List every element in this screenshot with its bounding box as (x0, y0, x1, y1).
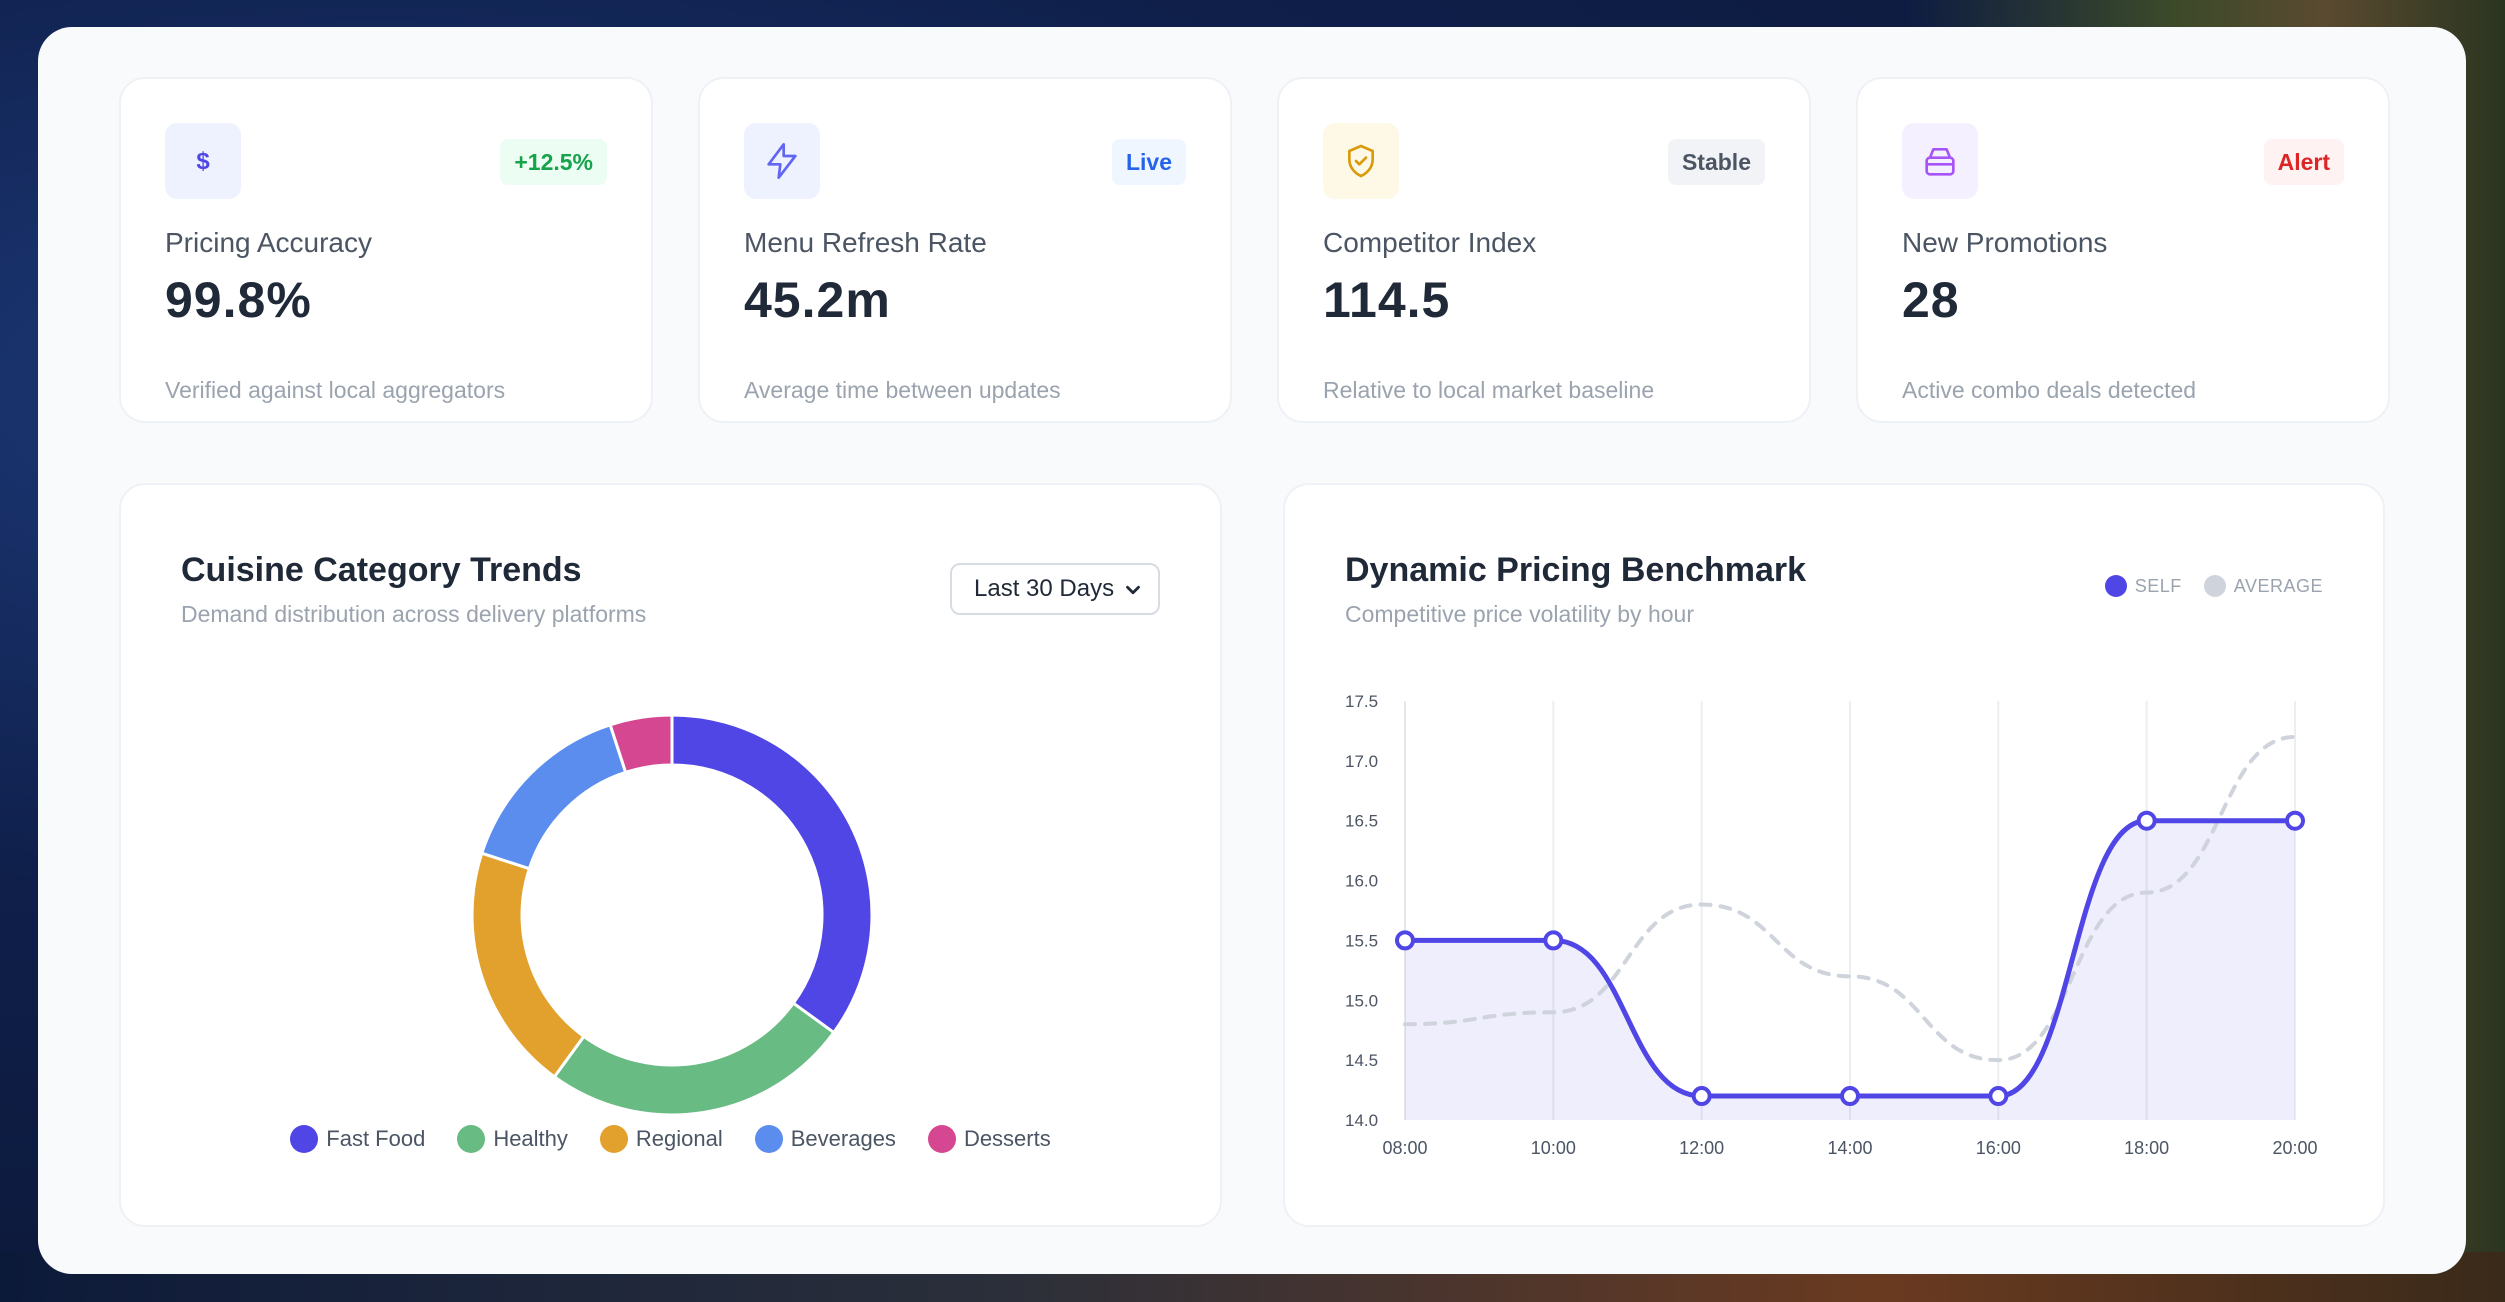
y-tick-label: 15.0 (1345, 991, 1378, 1010)
stat-label: Competitor Index (1323, 227, 1537, 258)
legend-label: Beverages (790, 1126, 896, 1151)
legend-item-average[interactable]: AVERAGE (2203, 575, 2323, 597)
donut-slice-healthy[interactable] (552, 1001, 836, 1117)
stat-card-menu-refresh-rate: Live Menu Refresh Rate 45.2m Average tim… (698, 77, 1232, 423)
stat-description: Relative to local market baseline (1323, 377, 1655, 403)
stat-label: New Promotions (1902, 227, 2108, 258)
stat-value: 45.2m (744, 272, 891, 328)
donut-legend: Fast Food Healthy Regional Beverages Dessert… (121, 1125, 1220, 1153)
stat-value: 28 (1902, 272, 1960, 328)
donut-chart (470, 713, 874, 1117)
stat-badge: Live (1111, 139, 1186, 185)
legend-label: Healthy (493, 1126, 568, 1151)
stat-value: 114.5 (1323, 272, 1451, 328)
legend-item[interactable]: Regional (599, 1125, 723, 1153)
legend-label: AVERAGE (2233, 575, 2323, 596)
pricing-benchmark-card: Dynamic Pricing Benchmark Competitive pr… (1283, 483, 2385, 1227)
x-tick-label: 10:00 (1531, 1138, 1576, 1158)
stat-value: 99.8% (165, 272, 312, 328)
donut-slice-beverages[interactable] (479, 722, 628, 871)
x-tick-label: 18:00 (2124, 1138, 2169, 1158)
chart-title: Cuisine Category Trends (181, 551, 582, 589)
self-data-point[interactable] (1395, 930, 1415, 951)
legend-item[interactable]: Fast Food (290, 1125, 425, 1153)
legend-swatch (754, 1125, 783, 1153)
line-chart: 08:00 10:00 12:00 14:00 16:00 18:00 20:00 14.0 1… (1345, 692, 2318, 1158)
chart-subtitle: Competitive price volatility by hour (1345, 601, 1694, 627)
legend-item[interactable]: Beverages (754, 1125, 896, 1153)
stat-badge: Stable (1667, 139, 1765, 185)
y-tick-label: 14.0 (1345, 1111, 1378, 1130)
chart-subtitle: Demand distribution across delivery plat… (181, 601, 647, 627)
stat-badge: +12.5% (500, 139, 607, 185)
dashboard-panel: $ +12.5% Pricing Accuracy 99.8% Verified… (38, 27, 2466, 1274)
legend-label: SELF (2134, 575, 2182, 596)
donut-slice-fast-food[interactable] (670, 713, 874, 1035)
stat-description: Verified against local aggregators (165, 377, 506, 403)
chart-title: Dynamic Pricing Benchmark (1345, 551, 1807, 589)
stat-label: Menu Refresh Rate (744, 227, 987, 258)
legend-swatch (457, 1125, 486, 1153)
svg-text:$: $ (196, 148, 210, 175)
y-tick-label: 14.5 (1345, 1051, 1378, 1070)
date-range-value: Last 30 Days (974, 575, 1115, 602)
dollar-icon: $ (165, 123, 241, 199)
donut-slice-desserts[interactable] (608, 713, 674, 775)
legend-item[interactable]: Healthy (457, 1125, 568, 1153)
date-range-select[interactable]: Last 30 Days (950, 563, 1160, 615)
self-area-fill (1405, 820, 2295, 1120)
self-data-point[interactable] (1691, 1086, 1712, 1107)
self-data-point[interactable] (2136, 810, 2157, 831)
stat-card-pricing-accuracy: $ +12.5% Pricing Accuracy 99.8% Verified… (119, 77, 653, 423)
stat-description: Active combo deals detected (1902, 377, 2197, 403)
stat-badge: Alert (2263, 139, 2344, 185)
x-tick-label: 12:00 (1679, 1138, 1724, 1158)
y-tick-label: 17.0 (1345, 752, 1378, 771)
legend-label: Regional (635, 1126, 723, 1151)
self-data-point[interactable] (1840, 1086, 1860, 1107)
x-tick-label: 14:00 (1827, 1138, 1872, 1158)
legend-swatch (2203, 575, 2226, 597)
stat-card-new-promotions: Alert New Promotions 28 Active combo dea… (1856, 77, 2390, 423)
archive-box-icon (1902, 123, 1978, 199)
self-data-point[interactable] (1543, 930, 1564, 951)
cuisine-trends-card: Cuisine Category Trends Demand distribut… (119, 483, 1222, 1227)
stat-label: Pricing Accuracy (165, 227, 372, 258)
y-tick-label: 15.5 (1345, 931, 1378, 950)
y-tick-label: 16.5 (1345, 812, 1378, 831)
legend-swatch (599, 1125, 628, 1153)
lightning-icon (744, 123, 820, 199)
self-data-point[interactable] (1988, 1086, 2009, 1107)
donut-slice-regional[interactable] (470, 851, 586, 1079)
legend-item-self[interactable]: SELF (2104, 575, 2182, 597)
legend-label: Fast Food (326, 1126, 426, 1151)
series-line-average (1403, 734, 2297, 1063)
legend-item[interactable]: Desserts (927, 1125, 1051, 1153)
line-legend: SELF AVERAGE (2104, 575, 2323, 597)
self-data-point[interactable] (2285, 810, 2305, 831)
y-tick-label: 16.0 (1345, 872, 1378, 891)
legend-swatch (927, 1125, 956, 1153)
x-tick-label: 08:00 (1382, 1138, 1427, 1158)
chevron-down-icon (1126, 585, 1140, 595)
stat-card-competitor-index: Stable Competitor Index 114.5 Relative t… (1277, 77, 1811, 423)
legend-swatch (290, 1125, 319, 1153)
legend-label: Desserts (963, 1126, 1051, 1151)
legend-swatch (2104, 575, 2127, 597)
x-tick-label: 20:00 (2272, 1138, 2317, 1158)
y-tick-label: 17.5 (1345, 692, 1378, 711)
stat-description: Average time between updates (744, 377, 1061, 403)
x-tick-label: 16:00 (1976, 1138, 2021, 1158)
shield-check-icon (1323, 123, 1399, 199)
